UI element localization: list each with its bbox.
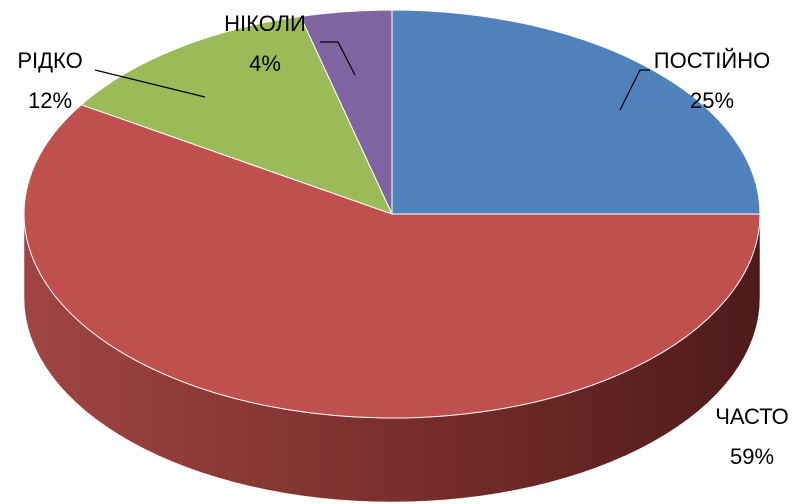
leader-line: [619, 69, 650, 111]
slice: [299, 9, 393, 215]
slice: [23, 104, 761, 419]
value-label: 25%: [690, 88, 734, 113]
slice: [80, 15, 393, 215]
value-label: 12%: [28, 88, 72, 113]
leader-line: [320, 41, 356, 76]
category-label: НІКОЛИ: [224, 11, 306, 36]
value-label: 4%: [249, 51, 281, 76]
category-label: ЧАСТО: [715, 404, 789, 429]
category-label: РІДКО: [17, 48, 82, 73]
slice: [391, 9, 761, 215]
category-label: ПОСТІЙНО: [654, 48, 770, 73]
leader-line: [94, 69, 206, 98]
value-label: 59%: [730, 444, 774, 469]
